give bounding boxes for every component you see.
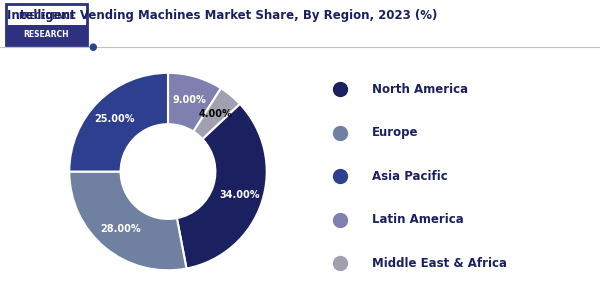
Text: Latin America: Latin America (371, 213, 463, 226)
Wedge shape (193, 88, 240, 139)
Text: 28.00%: 28.00% (100, 224, 140, 234)
Text: ●: ● (89, 42, 97, 52)
Text: Asia Pacific: Asia Pacific (371, 170, 447, 183)
Text: Intelligent Vending Machines Market Share, By Region, 2023 (%): Intelligent Vending Machines Market Shar… (7, 9, 437, 22)
Text: Europe: Europe (371, 126, 418, 139)
Wedge shape (69, 172, 187, 270)
Text: North America: North America (371, 83, 467, 96)
Text: 4.00%: 4.00% (199, 109, 233, 119)
Wedge shape (69, 73, 168, 172)
Text: 9.00%: 9.00% (172, 95, 206, 104)
Text: RESEARCH: RESEARCH (23, 30, 70, 39)
Text: 34.00%: 34.00% (219, 190, 260, 200)
Text: Middle East & Africa: Middle East & Africa (371, 257, 506, 270)
FancyBboxPatch shape (5, 25, 88, 45)
Text: PRECEDENCE: PRECEDENCE (18, 12, 75, 20)
Text: 25.00%: 25.00% (95, 113, 135, 123)
Wedge shape (168, 73, 221, 132)
Wedge shape (177, 104, 267, 268)
FancyBboxPatch shape (5, 4, 88, 45)
